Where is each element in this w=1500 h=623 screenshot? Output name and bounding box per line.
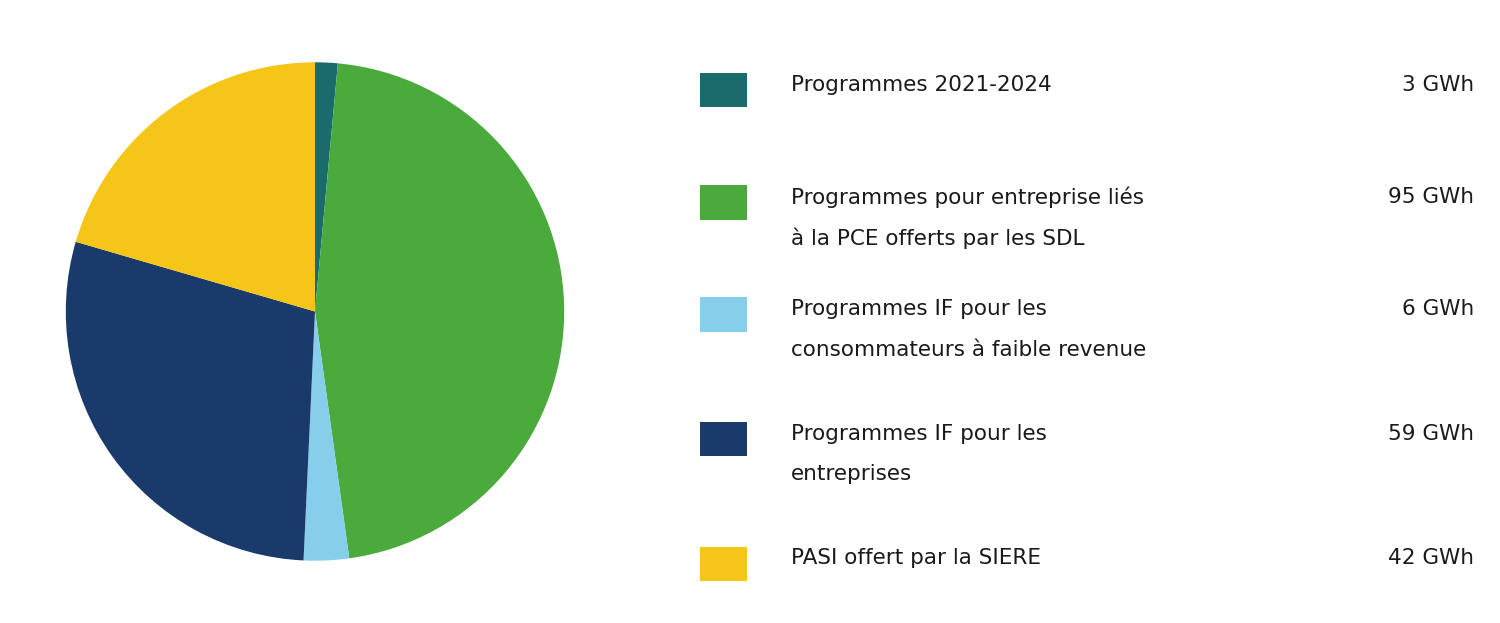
Wedge shape xyxy=(315,62,338,312)
Text: 42 GWh: 42 GWh xyxy=(1388,548,1474,568)
Text: 95 GWh: 95 GWh xyxy=(1388,187,1474,207)
Text: 6 GWh: 6 GWh xyxy=(1401,299,1474,319)
Text: 59 GWh: 59 GWh xyxy=(1388,424,1474,444)
Text: PASI offert par la SIERE: PASI offert par la SIERE xyxy=(790,548,1041,568)
Wedge shape xyxy=(75,62,315,312)
Text: Programmes IF pour les: Programmes IF pour les xyxy=(790,299,1047,319)
Wedge shape xyxy=(315,64,564,558)
Text: à la PCE offerts par les SDL: à la PCE offerts par les SDL xyxy=(790,227,1084,249)
Wedge shape xyxy=(303,312,350,561)
Bar xyxy=(699,298,747,331)
Wedge shape xyxy=(66,242,315,561)
Text: Programmes IF pour les: Programmes IF pour les xyxy=(790,424,1047,444)
Text: Programmes pour entreprise liés: Programmes pour entreprise liés xyxy=(790,187,1144,209)
Bar xyxy=(699,422,747,456)
Text: Programmes 2021-2024: Programmes 2021-2024 xyxy=(790,75,1052,95)
Bar xyxy=(699,547,747,581)
Bar xyxy=(699,186,747,220)
Text: consommateurs à faible revenue: consommateurs à faible revenue xyxy=(790,340,1146,359)
Text: 3 GWh: 3 GWh xyxy=(1402,75,1474,95)
Bar xyxy=(699,73,747,107)
Text: entreprises: entreprises xyxy=(790,464,912,484)
